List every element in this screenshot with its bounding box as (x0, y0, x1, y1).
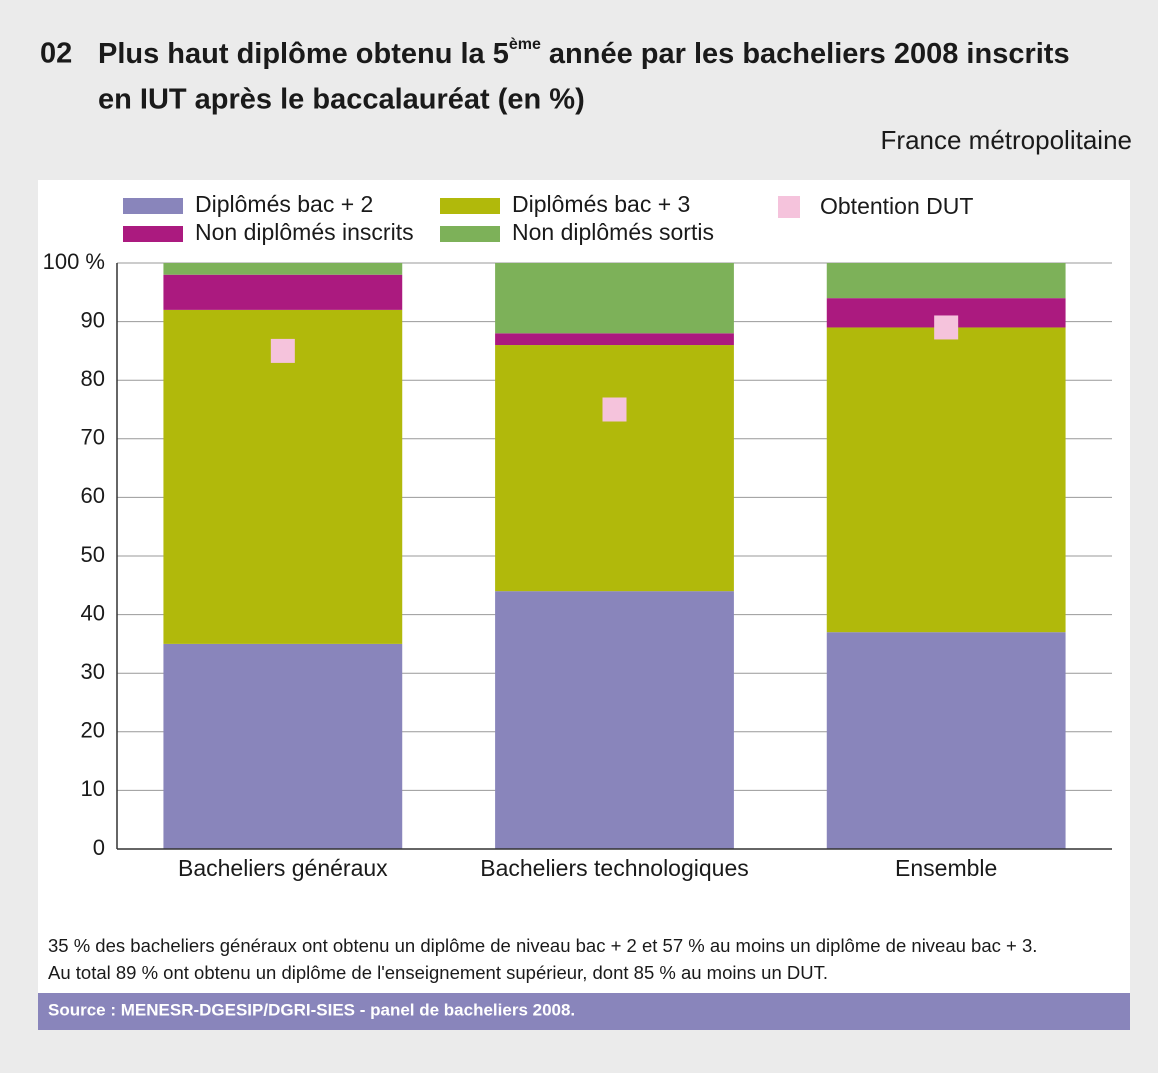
x-tick-label: Bacheliers généraux (178, 855, 388, 881)
title-end: année par les bacheliers 2008 inscrits (549, 38, 1070, 70)
x-tick-label: Bacheliers technologiques (480, 855, 749, 881)
note: 35 % des bacheliers généraux ont obtenu … (48, 935, 1037, 956)
marker (934, 315, 959, 340)
marker (602, 397, 627, 422)
bar-segment (826, 327, 1066, 633)
chart-title: Plus haut diplôme obtenu la 5ème année pa… (98, 36, 1070, 69)
bar-segment (495, 345, 734, 592)
y-tick-label: 60 (81, 483, 105, 508)
legend-label: Obtention DUT (820, 193, 973, 219)
bar-segment (163, 309, 403, 644)
bar-segment (495, 591, 734, 849)
y-tick-label: 0 (93, 835, 105, 860)
chart-title-line2: en IUT après le baccalauréat (en %) (98, 84, 585, 116)
bar-segment (163, 643, 403, 849)
bar-segment (163, 263, 403, 275)
title-sup: ème (509, 36, 541, 53)
y-tick-label: 70 (81, 425, 105, 450)
title-start: Plus haut diplôme obtenu la 5 (98, 38, 509, 70)
y-tick-label: 90 (81, 307, 105, 332)
y-tick-label: 20 (81, 718, 105, 743)
y-tick-label: 80 (81, 366, 105, 391)
legend-label: Diplômés bac + 2 (195, 191, 373, 217)
figure-number: 02 (40, 38, 72, 70)
source-band (38, 993, 1130, 1030)
source: Source : MENESR-DGESIP/DGRI-SIES - panel… (48, 1000, 575, 1019)
legend-swatch (440, 226, 500, 242)
y-tick-label: 100 % (43, 249, 105, 274)
legend-swatch (123, 226, 183, 242)
y-tick-label: 40 (81, 600, 105, 625)
bar-segment (826, 263, 1066, 299)
y-tick-label: 30 (81, 659, 105, 684)
y-tick-label: 50 (81, 542, 105, 567)
bar-segment (826, 632, 1066, 849)
legend-swatch (123, 198, 183, 214)
bar-segment (163, 274, 403, 310)
x-tick-label: Ensemble (895, 855, 997, 881)
bar-segment (495, 333, 734, 346)
marker (270, 338, 295, 363)
legend-swatch (778, 196, 800, 218)
subtitle: France métropolitaine (881, 125, 1132, 155)
legend-label: Non diplômés sortis (512, 219, 714, 245)
legend-label: Non diplômés inscrits (195, 219, 414, 245)
note: Au total 89 % ont obtenu un diplôme de l… (48, 962, 828, 983)
legend-swatch (440, 198, 500, 214)
legend-label: Diplômés bac + 3 (512, 191, 690, 217)
bar-segment (495, 263, 734, 334)
y-tick-label: 10 (81, 776, 105, 801)
